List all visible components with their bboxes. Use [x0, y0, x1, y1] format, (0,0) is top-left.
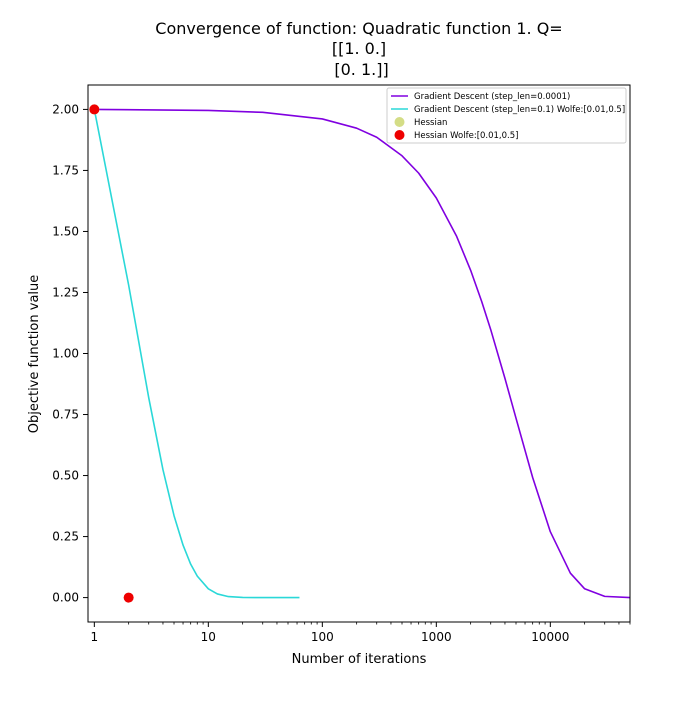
legend: Gradient Descent (step_len=0.0001) Gradie…: [386, 87, 627, 144]
y-tick-label: 0.75: [52, 408, 79, 422]
y-tick-label: 0.25: [52, 530, 79, 544]
chart-title-line: Convergence of function: Quadratic funct…: [155, 19, 562, 38]
series-line-1: [93, 109, 300, 599]
legend-swatch-marker: [394, 117, 405, 127]
series-point-3: [123, 592, 134, 603]
y-tick-label: 0.00: [52, 591, 79, 605]
x-tick-label: 1000: [421, 630, 452, 644]
series-line-0: [94, 108, 630, 599]
legend-box: [386, 87, 627, 144]
x-tick-label: 1: [91, 630, 99, 644]
axes-layer: 1 10 100 1000 10000 0.00 0.25 0.50 0.75 1.00 1.25 1…: [52, 84, 631, 644]
legend-item: Hessian Wolfe:[0.01,0.5]: [394, 130, 518, 141]
chart-title-line: [0. 1.]]: [329, 60, 388, 79]
legend-item: Hessian: [394, 117, 447, 128]
chart-title-line: [[1. 0.]: [332, 39, 386, 58]
x-tick-label: 10000: [531, 630, 569, 644]
legend-label: Gradient Descent (step_len=0.1) Wolfe:[0…: [414, 105, 625, 115]
series-layer: [89, 104, 630, 603]
plot-area: [89, 104, 630, 603]
chart-title: Convergence of function: Quadratic funct…: [155, 19, 562, 79]
x-tick-label: 10: [201, 630, 216, 644]
y-tick-label: 1.25: [52, 285, 79, 299]
legend-swatch-marker: [394, 130, 405, 140]
y-tick-label: 2.00: [52, 102, 79, 116]
legend-label: Gradient Descent (step_len=0.0001): [414, 92, 570, 102]
y-tick-label: 1.75: [52, 163, 79, 177]
legend-item: Gradient Descent (step_len=0.1) Wolfe:[0…: [391, 105, 625, 115]
legend-item: Gradient Descent (step_len=0.0001): [391, 92, 570, 102]
y-tick-label: 1.50: [52, 224, 79, 238]
y-tick-label: 1.00: [52, 347, 79, 361]
legend-label: Hessian: [414, 118, 447, 128]
y-axis-label: Objective function value: [27, 275, 42, 434]
legend-label: Hessian Wolfe:[0.01,0.5]: [414, 131, 518, 141]
plot-frame: [87, 84, 631, 623]
x-axis-label: Number of iterations: [292, 652, 427, 667]
y-tick-label: 0.50: [52, 469, 79, 483]
series-point-3: [89, 104, 100, 115]
x-tick-label: 100: [311, 630, 334, 644]
